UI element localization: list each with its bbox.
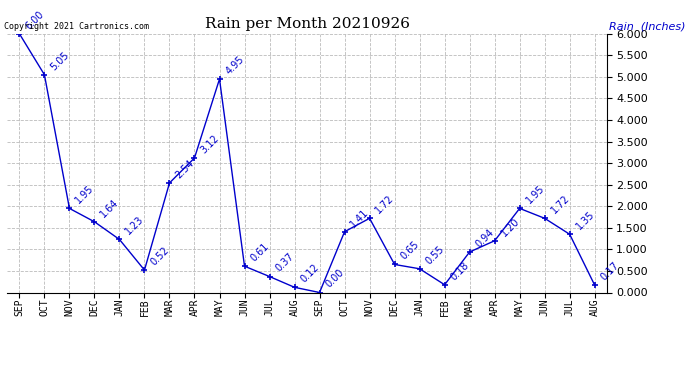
Text: 0.52: 0.52 xyxy=(148,245,171,267)
Text: 0.12: 0.12 xyxy=(299,262,321,285)
Text: 1.23: 1.23 xyxy=(124,214,146,237)
Text: 1.72: 1.72 xyxy=(374,193,396,216)
Text: 4.95: 4.95 xyxy=(224,54,246,76)
Text: 1.64: 1.64 xyxy=(99,197,121,219)
Title: Rain per Month 20210926: Rain per Month 20210926 xyxy=(204,17,410,31)
Text: 0.65: 0.65 xyxy=(399,239,421,262)
Text: 2.54: 2.54 xyxy=(174,158,196,180)
Text: 0.00: 0.00 xyxy=(324,267,346,290)
Text: 1.95: 1.95 xyxy=(524,183,546,206)
Text: 1.95: 1.95 xyxy=(74,183,96,206)
Text: 5.05: 5.05 xyxy=(48,50,71,72)
Text: 1.35: 1.35 xyxy=(574,209,596,231)
Text: 0.55: 0.55 xyxy=(424,244,446,266)
Text: 6.00: 6.00 xyxy=(23,9,46,31)
Text: 0.18: 0.18 xyxy=(448,260,471,282)
Text: Copyright 2021 Cartronics.com: Copyright 2021 Cartronics.com xyxy=(4,22,149,31)
Text: Rain  (Inches): Rain (Inches) xyxy=(609,21,685,31)
Text: 0.94: 0.94 xyxy=(474,227,496,249)
Text: 0.37: 0.37 xyxy=(274,252,296,274)
Text: 0.61: 0.61 xyxy=(248,241,271,263)
Text: 1.20: 1.20 xyxy=(499,216,521,238)
Text: 0.17: 0.17 xyxy=(599,260,621,282)
Text: 1.72: 1.72 xyxy=(549,193,571,216)
Text: 3.12: 3.12 xyxy=(199,133,221,155)
Text: 1.41: 1.41 xyxy=(348,207,371,229)
